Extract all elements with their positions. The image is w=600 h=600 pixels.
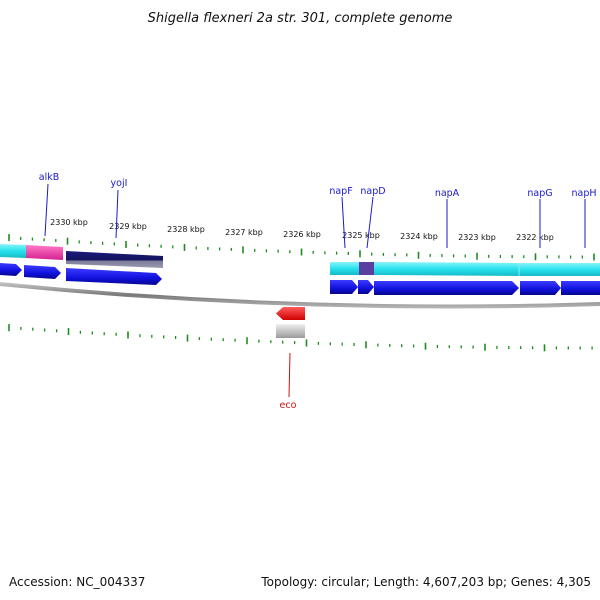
genome-backbone: [0, 282, 600, 309]
accession-text: Accession: NC_004337: [9, 575, 145, 589]
gene-label-napH[interactable]: napH: [571, 188, 596, 199]
eco-label-leader: [288, 352, 291, 398]
gene-arrow-napH[interactable]: [561, 281, 600, 295]
genome-summary-text: Topology: circular; Length: 4,607,203 bp…: [260, 575, 591, 589]
kbp-label: 2322 kbp: [516, 233, 554, 242]
outer-tick-ring: [8, 234, 595, 261]
position-scale: 2330 kbp 2329 kbp 2328 kbp 2327 kbp 2326 kbp…: [50, 218, 554, 242]
gene-label-alkB[interactable]: alkB: [39, 172, 59, 183]
gene-label-eco[interactable]: eco: [280, 400, 297, 411]
kbp-label: 2325 kbp: [342, 231, 380, 240]
gene-label-napG[interactable]: napG: [527, 188, 552, 199]
gene-arrow-napG[interactable]: [520, 281, 561, 295]
kbp-label: 2323 kbp: [458, 233, 496, 242]
feature-gray-eco[interactable]: [276, 324, 305, 338]
gene-arrow-eco[interactable]: [276, 307, 305, 320]
gene-label-napA[interactable]: napA: [435, 188, 460, 199]
kbp-label: 2326 kbp: [283, 230, 321, 239]
gene-label-leaders: [44, 183, 586, 249]
feature-purple-napD[interactable]: [359, 262, 374, 275]
gene-arrow-alkB[interactable]: [24, 265, 61, 279]
kbp-label: 2329 kbp: [109, 222, 147, 231]
gene-arrow-napF[interactable]: [330, 280, 358, 294]
gene-track-forward: [0, 263, 600, 295]
gene-label-yojI[interactable]: yojI: [111, 178, 128, 189]
feature-cyan-napGH[interactable]: [519, 263, 600, 276]
gene-label-napF[interactable]: napF: [329, 186, 352, 197]
feature-cyan-nap-left[interactable]: [330, 262, 359, 275]
kbp-label: 2328 kbp: [167, 225, 205, 234]
gene-track-reverse: [276, 307, 305, 338]
feature-track-outer: [0, 244, 600, 276]
gene-arrow-napA[interactable]: [374, 281, 519, 295]
kbp-label: 2327 kbp: [225, 228, 263, 237]
feature-cyan-napA[interactable]: [374, 262, 519, 276]
map-title: Shigella flexneri 2a str. 301, complete …: [148, 11, 453, 26]
gene-labels: alkB yojI napF napD napA napG napH eco: [39, 172, 597, 411]
kbp-label: 2330 kbp: [50, 218, 88, 227]
feature-navy-yojI[interactable]: [66, 251, 163, 268]
inner-tick-ring: [8, 324, 593, 352]
kbp-label: 2324 kbp: [400, 232, 438, 241]
gene-arrow-napD[interactable]: [358, 280, 374, 294]
gene-label-napD[interactable]: napD: [360, 186, 385, 197]
feature-magenta[interactable]: [26, 245, 63, 260]
gene-arrow-yojI[interactable]: [66, 268, 162, 285]
gene-arrow[interactable]: [0, 263, 22, 276]
feature-cyan-left[interactable]: [0, 244, 26, 258]
